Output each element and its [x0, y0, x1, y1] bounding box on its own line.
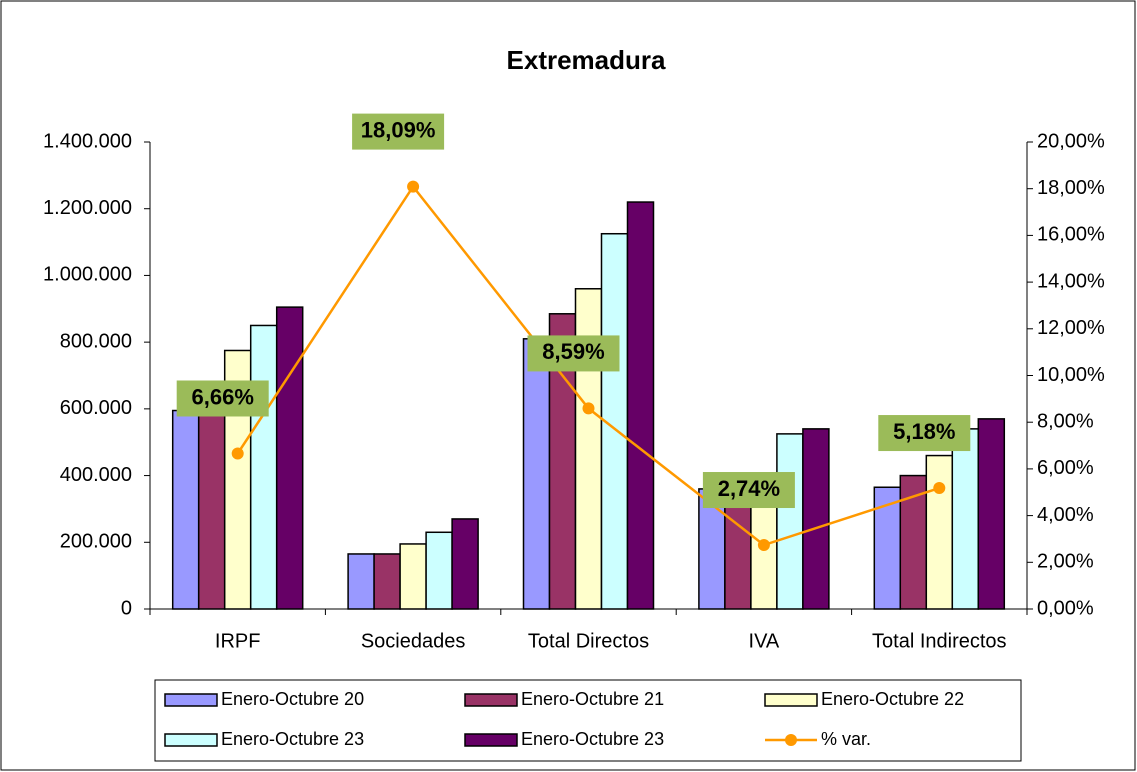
data-label-box — [352, 113, 445, 150]
y2-tick-label: 12,00% — [1037, 317, 1105, 339]
bar — [399, 543, 427, 610]
legend-swatch — [164, 733, 218, 747]
data-label-box — [176, 380, 269, 417]
y2-tick-label: 8,00% — [1037, 410, 1094, 432]
bar — [347, 553, 375, 610]
y2-tick-label: 14,00% — [1037, 270, 1105, 292]
legend-marker — [785, 734, 797, 746]
y2-tick-label: 18,00% — [1037, 177, 1105, 199]
y2-tick-label: 4,00% — [1037, 504, 1094, 526]
data-label-box — [527, 335, 620, 372]
y-tick-label: 0 — [121, 597, 132, 619]
line-marker — [582, 402, 595, 415]
line-marker — [231, 447, 244, 460]
y-tick-label: 200.000 — [60, 531, 132, 553]
y2-tick-label: 2,00% — [1037, 551, 1094, 573]
y2-tick-label: 0,00% — [1037, 597, 1094, 619]
y-tick-label: 1.400.000 — [43, 130, 132, 152]
bar — [249, 324, 278, 610]
data-label: 8,59% — [542, 339, 604, 364]
bar — [977, 418, 1006, 610]
y2-tick-label: 20,00% — [1037, 130, 1105, 152]
bar — [275, 306, 304, 610]
bar — [197, 386, 226, 610]
y-tick-label: 400.000 — [60, 464, 132, 486]
legend-label: Enero-Octubre 21 — [521, 689, 664, 709]
legend-label: Enero-Octubre 20 — [221, 689, 364, 709]
bar — [925, 454, 954, 610]
bar — [171, 409, 200, 610]
bar — [802, 428, 830, 610]
y-tick-label: 1.200.000 — [43, 197, 132, 219]
legend-swatch — [164, 693, 218, 707]
legend-swatch — [764, 693, 818, 707]
x-tick-label: Sociedades — [361, 630, 466, 652]
y-tick-label: 1.000.000 — [43, 264, 132, 286]
legend-label: % var. — [821, 729, 871, 749]
legend — [154, 679, 1022, 762]
legend-label: Enero-Octubre 23 — [521, 729, 664, 749]
bar — [776, 433, 804, 610]
y-tick-label: 800.000 — [60, 330, 132, 352]
y-tick-label: 600.000 — [60, 397, 132, 419]
legend-swatch — [464, 733, 518, 747]
y2-tick-label: 10,00% — [1037, 364, 1105, 386]
bar — [373, 553, 401, 610]
bar — [626, 201, 655, 610]
bar — [522, 338, 551, 610]
bar — [951, 428, 980, 610]
chart-title: Extremadura — [507, 45, 666, 75]
bar — [451, 518, 479, 610]
legend-label: Enero-Octubre 23 — [221, 729, 364, 749]
data-label: 18,09% — [361, 117, 436, 142]
x-tick-label: Total Indirectos — [872, 630, 1007, 652]
data-label: 2,74% — [718, 476, 780, 501]
legend-label: Enero-Octubre 22 — [821, 689, 964, 709]
data-label-box — [878, 415, 971, 452]
x-tick-label: Total Directos — [528, 630, 649, 652]
x-tick-label: IRPF — [215, 630, 261, 652]
y2-tick-label: 16,00% — [1037, 224, 1105, 246]
data-label: 6,66% — [192, 384, 254, 409]
legend-swatch — [464, 693, 518, 707]
data-label-box — [702, 472, 795, 509]
x-tick-label: IVA — [749, 630, 780, 652]
bar — [698, 488, 726, 610]
line-marker — [757, 539, 770, 552]
line-marker — [407, 180, 420, 193]
data-label: 5,18% — [893, 419, 955, 444]
line-marker — [933, 482, 946, 495]
y2-tick-label: 6,00% — [1037, 457, 1094, 479]
bar — [425, 531, 453, 610]
